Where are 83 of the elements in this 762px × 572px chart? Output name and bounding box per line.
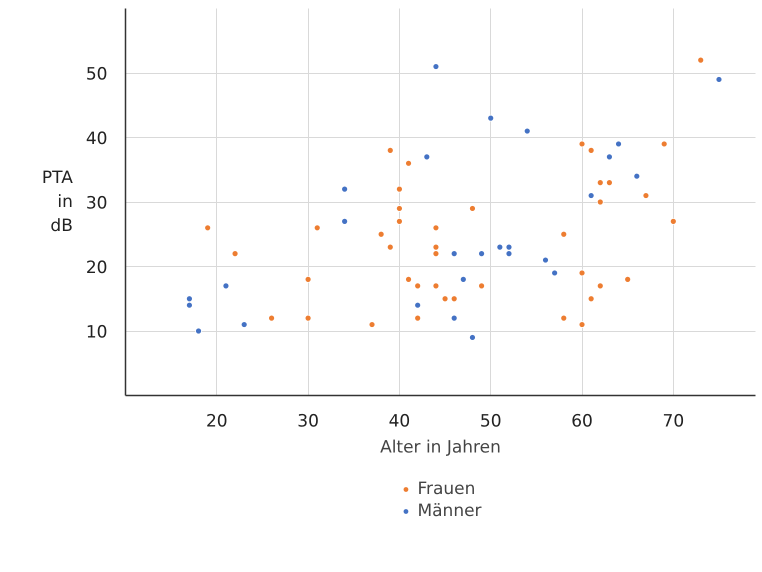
point — [642, 192, 650, 199]
point — [578, 140, 586, 148]
point — [186, 295, 193, 302]
point — [588, 295, 595, 302]
point — [222, 282, 230, 290]
point — [432, 63, 440, 70]
legend-label: Frauen — [417, 479, 476, 499]
y-axis-title: PTA in dB — [42, 168, 74, 236]
point — [524, 128, 531, 134]
point — [496, 244, 504, 251]
point — [341, 186, 348, 192]
point — [442, 295, 448, 302]
point — [487, 114, 494, 122]
point — [624, 276, 632, 283]
point — [450, 295, 458, 302]
point — [460, 276, 467, 283]
x-tick-label: 40 — [388, 412, 410, 432]
point — [596, 198, 604, 206]
point — [596, 179, 604, 186]
point — [633, 172, 640, 180]
point — [560, 230, 568, 238]
point — [551, 270, 558, 276]
point — [697, 56, 704, 64]
point — [414, 302, 422, 309]
point — [204, 224, 212, 232]
point — [414, 282, 422, 290]
point — [386, 147, 394, 154]
point — [232, 250, 238, 257]
point — [432, 250, 440, 257]
point — [314, 224, 321, 232]
point — [469, 205, 476, 212]
point — [450, 314, 458, 322]
point — [405, 160, 412, 167]
point — [596, 282, 604, 290]
point — [386, 244, 394, 251]
point — [423, 153, 430, 160]
point — [396, 218, 403, 225]
y-tick-label: 10 — [86, 322, 108, 342]
point — [405, 276, 412, 283]
point — [450, 250, 458, 257]
legend-label: Männer — [417, 501, 482, 521]
point — [670, 218, 677, 225]
point — [542, 256, 549, 264]
point — [615, 140, 622, 148]
point — [478, 250, 485, 257]
x-tick-label: 30 — [297, 412, 319, 432]
point — [506, 250, 512, 257]
y-tick-label: 40 — [86, 129, 108, 149]
point — [304, 314, 312, 322]
point — [578, 321, 586, 328]
point — [432, 282, 440, 290]
x-tick-label: 20 — [206, 412, 228, 432]
point — [414, 314, 422, 322]
point — [432, 224, 440, 232]
y-tick-label: 50 — [86, 64, 108, 84]
point — [660, 140, 668, 148]
point — [578, 270, 586, 276]
point — [195, 328, 202, 334]
y-tick-label: 20 — [86, 258, 108, 278]
point — [378, 230, 385, 238]
point — [240, 321, 248, 328]
point — [368, 321, 376, 328]
point — [432, 244, 440, 251]
point — [560, 314, 568, 322]
point — [396, 186, 403, 192]
point — [588, 147, 595, 154]
y-tick-label: 30 — [86, 194, 108, 214]
point — [606, 179, 613, 186]
x-tick-label: 60 — [571, 412, 593, 432]
x-tick-label: 70 — [662, 412, 684, 432]
point — [341, 218, 348, 225]
point — [588, 192, 595, 199]
point — [606, 153, 613, 160]
point — [268, 314, 275, 322]
point — [304, 276, 312, 283]
point — [478, 282, 485, 290]
point — [716, 76, 722, 83]
point — [186, 302, 193, 309]
point — [469, 334, 476, 341]
point — [506, 244, 512, 251]
x-tick-label: 50 — [480, 412, 502, 432]
x-axis-title: Alter in Jahren — [380, 438, 501, 458]
point — [396, 205, 403, 212]
